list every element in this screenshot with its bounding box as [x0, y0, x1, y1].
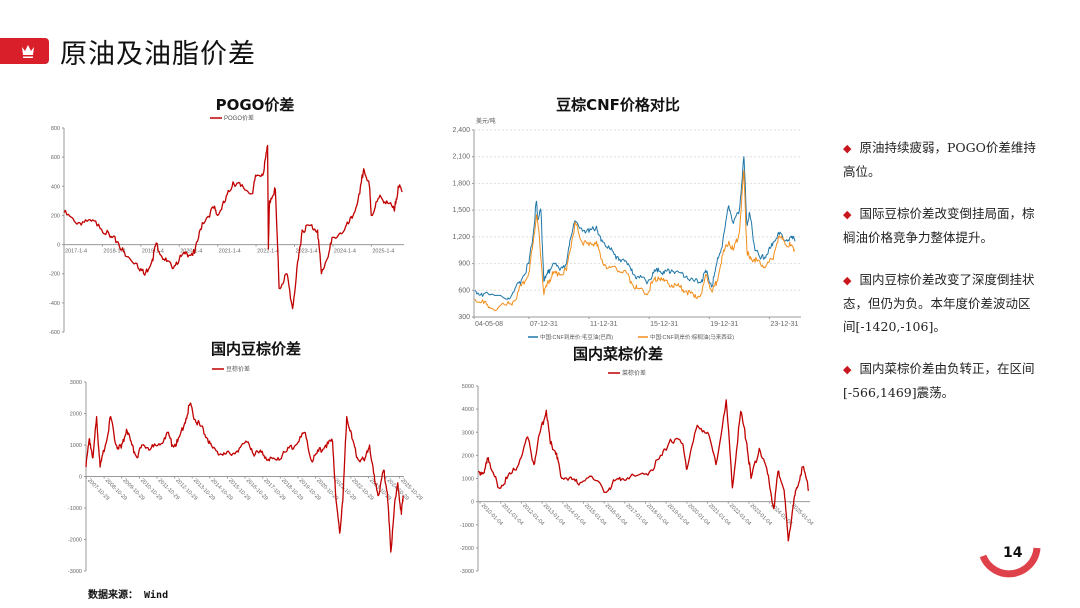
series-line-1 [63, 144, 403, 310]
bullet-text: 国内菜棕价差由负转正，在区间[-566,1469]震荡。 [843, 361, 1035, 400]
diamond-icon: ◆ [843, 142, 852, 155]
bullet-text: 原油持续疲弱，POGO价差维持高位。 [843, 140, 1036, 179]
y-tick-label: -3000 [68, 569, 82, 575]
page-number-arc-icon [979, 547, 1041, 578]
y-tick-label: 1,500 [452, 207, 470, 214]
chart-title-cnf: 豆棕CNF价格对比 [556, 96, 680, 114]
y-axis-unit: 美元/吨 [476, 117, 496, 125]
diamond-icon: ◆ [843, 363, 852, 376]
series-line-1 [474, 156, 796, 300]
y-tick-label: -1000 [68, 506, 82, 512]
y-tick-label: 400 [51, 184, 60, 190]
y-tick-label: 900 [458, 261, 470, 268]
x-tick-label: 2024-1-4 [334, 249, 356, 255]
x-tick-label: 2023-1-4 [296, 249, 318, 255]
y-tick-label: 2000 [70, 412, 82, 418]
y-tick-label: -600 [49, 330, 60, 336]
y-tick-label: 3000 [462, 430, 474, 436]
y-tick-label: -200 [49, 272, 60, 278]
y-tick-label: 1,800 [452, 180, 470, 187]
series-line-1 [477, 399, 810, 542]
y-tick-label: 3000 [70, 380, 82, 386]
y-tick-label: 1000 [462, 477, 474, 483]
legend-label: 菜棕价差 [622, 369, 646, 377]
chart-title-rapeseed-palm: 国内菜棕价差 [572, 345, 664, 363]
y-tick-label: 1,200 [452, 234, 470, 241]
x-tick-label: 15-12-31 [650, 321, 678, 328]
y-tick-label: 1000 [70, 443, 82, 449]
bullet-text: 国内豆棕价差改变了深度倒挂状态，但仍为负。本年度价差波动区间[-1420,-10… [843, 272, 1035, 334]
bullet-item: ◆ 原油持续疲弱，POGO价差维持高位。 [843, 136, 1039, 183]
header-accent-bar [0, 38, 49, 64]
y-tick-label: 0 [79, 475, 82, 481]
bullet-text: 国际豆棕价差改变倒挂局面，棕榈油价格竞争力整体提升。 [843, 206, 1035, 245]
y-tick-label: 600 [458, 287, 470, 294]
bullet-item: ◆ 国内豆棕价差改变了深度倒挂状态，但仍为负。本年度价差波动区间[-1420,-1… [843, 268, 1039, 338]
y-tick-label: -2000 [68, 538, 82, 544]
chart-title-pogo: POGO价差 [215, 96, 295, 114]
x-tick-label: 11-12-31 [590, 321, 618, 328]
y-tick-label: 2,400 [452, 127, 470, 134]
bullet-item: ◆ 国内菜棕价差由负转正，在区间[-566,1469]震荡。 [843, 357, 1039, 404]
x-tick-label: 2020-1-4 [180, 249, 202, 255]
y-tick-label: 5000 [462, 384, 474, 390]
data-source: 数据来源： Wind [88, 590, 169, 601]
commentary: ◆ 原油持续疲弱，POGO价差维持高位。 ◆ 国际豆棕价差改变倒挂局面，棕榈油价格竞… [843, 136, 1039, 423]
crown-icon [22, 45, 34, 58]
y-tick-label: 800 [51, 126, 60, 132]
page-title: 原油及油脂价差 [60, 39, 256, 70]
y-tick-label: 300 [458, 314, 470, 321]
legend-label: 豆棕价差 [226, 365, 250, 373]
diamond-icon: ◆ [843, 274, 852, 287]
x-tick-label: 19-12-31 [710, 321, 738, 328]
legend-label: 中国:CNF到岸价:棕榈油(马来西亚) [650, 333, 734, 341]
series-line-2 [474, 169, 796, 312]
x-tick-label: 07-12-31 [530, 321, 558, 328]
y-tick-label: 2000 [462, 453, 474, 459]
y-tick-label: 0 [471, 500, 474, 506]
y-tick-label: -1000 [460, 523, 474, 529]
x-tick-label: 2022-1-4 [257, 249, 279, 255]
chart-title-soy-palm: 国内豆棕价差 [210, 340, 302, 358]
legend-label: 中国:CNF到岸价:毛豆油(巴西) [540, 333, 613, 341]
y-tick-label: 2,100 [452, 154, 470, 161]
page-number: 14 [1003, 545, 1023, 561]
x-tick-label: 2017-1-4 [65, 249, 87, 255]
y-tick-label: 0 [57, 243, 60, 249]
series-line-1 [85, 402, 404, 553]
bullet-item: ◆ 国际豆棕价差改变倒挂局面，棕榈油价格竞争力整体提升。 [843, 202, 1039, 249]
x-tick-label: 23-12-31 [770, 321, 798, 328]
y-tick-label: 200 [51, 213, 60, 219]
y-tick-label: -3000 [460, 569, 474, 575]
diamond-icon: ◆ [843, 208, 852, 221]
y-tick-label: -400 [49, 301, 60, 307]
y-tick-label: 600 [51, 155, 60, 161]
y-tick-label: 4000 [462, 407, 474, 413]
legend-label: POGO价差 [224, 114, 254, 122]
x-tick-label: 2018-1-4 [103, 249, 125, 255]
x-tick-label: 2025-1-4 [372, 249, 394, 255]
x-tick-label: 04-05-08 [475, 321, 503, 328]
y-tick-label: -2000 [460, 546, 474, 552]
x-tick-label: 2021-1-4 [219, 249, 241, 255]
x-tick-label: 2019-1-4 [142, 249, 164, 255]
